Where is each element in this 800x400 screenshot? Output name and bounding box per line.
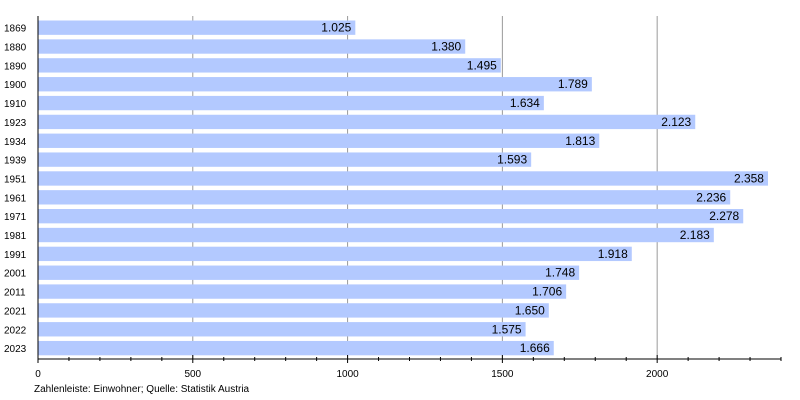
data-label: 1.593 [497, 153, 527, 167]
category-label: 1923 [4, 118, 27, 129]
bar [38, 265, 580, 280]
category-label: 1939 [4, 156, 27, 167]
category-label: 1971 [4, 212, 27, 223]
category-label: 1991 [4, 250, 27, 261]
bar [38, 39, 466, 54]
bar [38, 152, 532, 167]
data-label: 2.236 [696, 190, 726, 204]
x-tick-label: 1000 [336, 369, 359, 380]
bar [38, 58, 501, 73]
data-label: 1.650 [515, 303, 545, 317]
bar [38, 246, 632, 262]
x-tick-label: 500 [184, 369, 201, 380]
bar [38, 190, 731, 205]
data-label: 2.358 [734, 171, 764, 185]
category-label: 1951 [4, 174, 27, 185]
data-label: 1.789 [558, 77, 588, 91]
bar [38, 95, 544, 111]
data-label: 1.666 [520, 341, 550, 355]
bar [38, 171, 768, 186]
category-label: 1981 [4, 231, 27, 242]
bar [38, 77, 592, 92]
category-label: 1890 [4, 61, 27, 72]
data-label: 2.278 [709, 209, 739, 223]
data-label: 1.634 [510, 96, 540, 110]
category-labels: 1869 1880 1890 1900 1910 1923 1934 1939 1951 1961… [4, 24, 27, 355]
category-label: 1869 [4, 24, 27, 35]
category-label: 2021 [4, 306, 27, 317]
bar [38, 284, 567, 299]
bar [38, 322, 526, 337]
grid-lines [192, 16, 658, 359]
data-label: 1.495 [467, 58, 497, 72]
category-label: 2011 [4, 288, 26, 299]
bar [38, 20, 356, 35]
category-label: 2001 [4, 269, 27, 280]
bar [38, 114, 696, 130]
data-label: 2.123 [661, 115, 691, 129]
category-label: 1900 [4, 80, 27, 91]
category-label: 1961 [4, 193, 27, 204]
bar [38, 303, 549, 318]
x-tick-label: 1500 [491, 369, 514, 380]
category-label: 2022 [4, 325, 27, 336]
data-label: 1.748 [545, 266, 575, 280]
data-label: 1.025 [321, 21, 351, 35]
x-tick-label: 2000 [646, 369, 669, 380]
category-label: 1910 [4, 99, 27, 110]
bar [38, 209, 744, 224]
data-label: 1.706 [532, 285, 562, 299]
data-label: 2.183 [680, 228, 710, 242]
data-label: 1.813 [565, 134, 595, 148]
bar [38, 133, 600, 148]
data-label: 1.380 [431, 40, 461, 54]
category-label: 1880 [4, 43, 27, 54]
x-tick-label: 0 [35, 369, 41, 380]
data-label: 1.575 [492, 322, 522, 336]
x-axis: 0 500 1000 1500 2000 [35, 16, 782, 380]
bars: 1.025 1.380 1.495 1.789 1.634 2.123 1.813 1.593… [38, 20, 768, 356]
bar [38, 227, 714, 243]
source-note: Zahlenleiste: Einwohner; Quelle: Statist… [34, 384, 250, 395]
bar [38, 340, 554, 356]
data-label: 1.918 [598, 247, 628, 261]
category-label: 2023 [4, 344, 27, 355]
category-label: 1934 [4, 137, 27, 148]
